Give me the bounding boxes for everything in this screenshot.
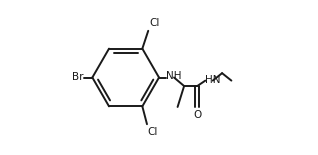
Text: O: O [193,110,201,120]
Text: Cl: Cl [149,18,159,28]
Text: Cl: Cl [148,127,158,137]
Text: Br: Br [72,73,83,82]
Text: HN: HN [205,75,221,85]
Text: NH: NH [166,71,182,81]
